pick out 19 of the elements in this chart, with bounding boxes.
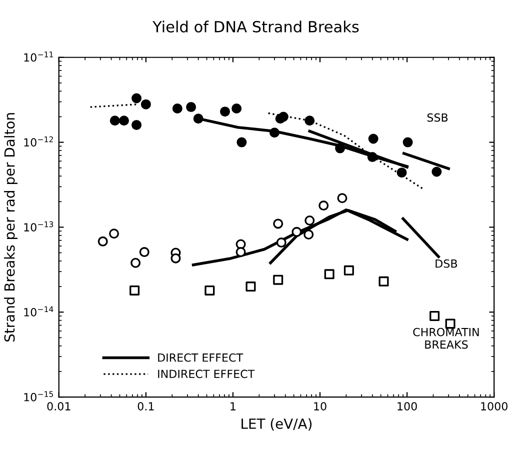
x-tick-label: 10 [314,402,326,410]
legend-label: INDIRECT EFFECT [158,370,255,378]
y-tick-label: 10$^{−13}$ [24,221,54,232]
y-tick-label: 10$^{−15}$ [24,391,53,402]
x-tick-label: 1000 [481,402,508,410]
annotation: CHROMATIN BREAKS [413,328,479,349]
y-tick-label: 10$^{−11}$ [24,52,53,62]
y-tick-label: 10$^{−14}$ [24,306,54,316]
y-axis-title: Strand Breaks per rad per Dalton [4,113,18,342]
y-tick-label: 10$^{−12}$ [24,136,53,147]
annotation: SSB [427,113,448,122]
x-axis-title: LET (eV/A) [242,418,312,431]
chart-title: Yield of DNA Strand Breaks [152,20,359,32]
legend-label: DIRECT EFFECT [158,353,244,362]
x-tick-label: 1 [230,402,236,410]
x-tick-label: 0.01 [47,402,70,410]
annotation: DSB [436,259,458,268]
x-tick-label: 100 [398,402,417,410]
x-tick-label: 0.1 [138,402,154,410]
